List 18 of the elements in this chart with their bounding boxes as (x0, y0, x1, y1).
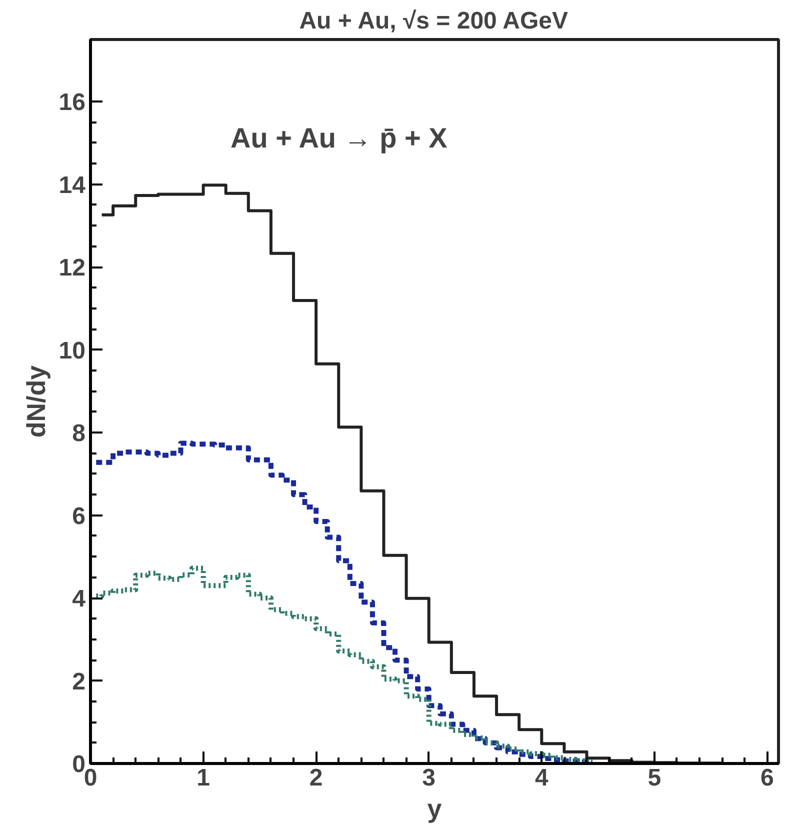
x-tick-label: 3 (422, 764, 436, 792)
annotation: Au + Au → p̄ + X (230, 122, 448, 154)
y-tick-label: 8 (72, 420, 86, 448)
y-tick-label: 2 (72, 668, 86, 696)
x-tick-label: 6 (760, 764, 774, 792)
x-tick-label: 4 (534, 764, 549, 792)
y-tick-label: 12 (58, 254, 86, 282)
x-tick-label: 2 (309, 764, 323, 792)
y-tick-label: 14 (58, 172, 86, 199)
y-tick-label: 4 (72, 586, 86, 613)
x-axis-title: y (427, 794, 442, 824)
y-tick-label: 6 (72, 502, 86, 530)
chart-title: Au + Au, √s = 200 AGeV (299, 8, 568, 34)
x-tick-label: 1 (196, 764, 210, 792)
y-axis-title: dN/dy (20, 364, 51, 438)
y-tick-label: 16 (58, 89, 86, 116)
y-tick-label: 10 (58, 337, 86, 364)
x-tick-label: 5 (648, 764, 662, 792)
